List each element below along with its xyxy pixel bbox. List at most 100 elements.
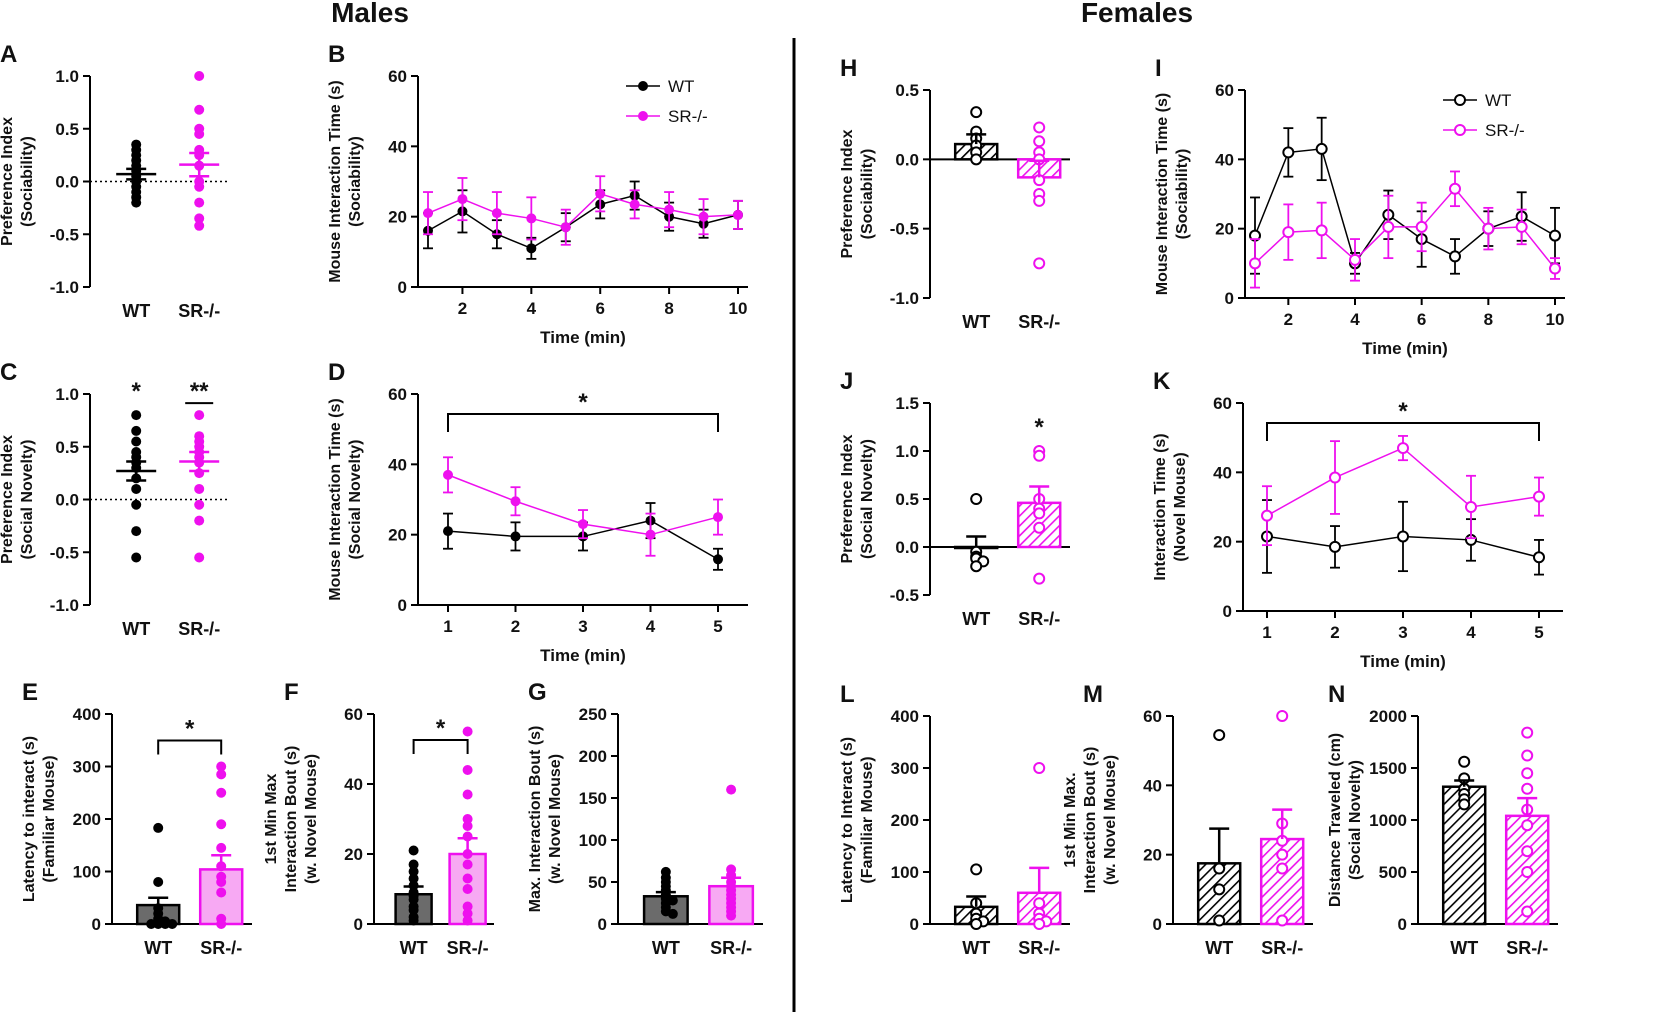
data-point [726, 784, 737, 795]
data-point [560, 222, 571, 233]
x-category-label: WT [1450, 938, 1478, 958]
data-point [1276, 710, 1289, 722]
x-category-label: SR-/- [1018, 609, 1060, 629]
significance-star: * [1398, 398, 1408, 425]
data-point [131, 197, 142, 208]
panel-k: K 60 40 20 0 Interaction Time (s) (Novel Mouse… [1152, 368, 1563, 671]
y-tick-label: 0.0 [55, 491, 79, 510]
data-point [1329, 471, 1341, 484]
data-point [510, 531, 521, 542]
data-point [1276, 848, 1289, 861]
data-point [1213, 729, 1226, 742]
x-tick-label: 3 [578, 617, 587, 636]
y-tick-label: 2000 [1369, 707, 1407, 726]
x-category-label: WT [1205, 938, 1233, 958]
y-tick-label: 0 [354, 915, 363, 934]
data-point [408, 845, 419, 856]
y-tick-label: 1000 [1369, 811, 1407, 830]
y-axis-label: Latency to Interact (s) [839, 737, 856, 903]
data-point [1349, 253, 1361, 266]
data-point [423, 208, 433, 219]
x-tick-label: 5 [713, 617, 722, 636]
data-point [1249, 257, 1261, 270]
data-point [194, 220, 205, 231]
data-point [970, 493, 983, 505]
data-point [1033, 194, 1046, 207]
y-axis-label: (Sociability) [19, 136, 36, 227]
data-point [713, 554, 723, 565]
data-point [462, 915, 473, 926]
data-point [1397, 442, 1409, 455]
x-category-label: WT [122, 619, 150, 639]
data-point [1261, 509, 1273, 522]
panel-letter: L [840, 681, 855, 708]
panel-e: E 400 300 200 100 0 Latency to interact (s) (Fa… [21, 679, 252, 958]
y-tick-label: 60 [1215, 81, 1234, 100]
y-tick-label: 150 [579, 789, 607, 808]
y-axis-label: (Social Novelty) [859, 439, 876, 559]
y-tick-label: 20 [388, 208, 407, 227]
y-tick-label: -1.0 [890, 289, 919, 308]
panel-j: J 1.5 1.0 0.5 0.0 -0.5 Preference Index (Social… [839, 368, 1070, 629]
data-point [1276, 914, 1289, 927]
data-point [194, 129, 205, 140]
y-tick-label: -0.5 [50, 543, 79, 562]
y-tick-label: 0 [1153, 915, 1162, 934]
panel-letter: C [0, 359, 17, 386]
data-point [443, 469, 453, 480]
data-point [462, 814, 473, 824]
x-axis-label: Time (min) [540, 646, 626, 665]
data-point [462, 789, 473, 800]
y-tick-label: 300 [891, 759, 919, 778]
data-point [216, 787, 227, 798]
x-tick-label: 2 [511, 617, 520, 636]
data-point [216, 761, 227, 772]
panel-g: G 250 200 150 100 50 0 Max. Interaction Bout (s… [527, 679, 763, 958]
y-axis-label: 1st Min Max [263, 774, 280, 865]
y-tick-label: 1.0 [895, 442, 919, 461]
y-tick-label: 0 [1398, 915, 1407, 934]
x-tick-label: 8 [1484, 310, 1493, 329]
x-category-label: WT [962, 938, 990, 958]
y-tick-label: 100 [579, 831, 607, 850]
panel-a: A 1.0 0.5 0.0 -0.5 -1.0 Preference Index (Socia… [0, 41, 230, 321]
data-point [194, 552, 205, 563]
x-category-label: WT [122, 301, 150, 321]
y-axis-label: Max. Interaction Bout (s) [527, 726, 544, 913]
data-point [146, 919, 157, 929]
data-point [1549, 262, 1561, 275]
data-point [153, 877, 164, 887]
x-category-label: SR-/- [200, 938, 242, 958]
data-point [1465, 501, 1477, 513]
data-point [733, 209, 743, 220]
y-tick-label: 40 [1143, 776, 1162, 795]
data-point [578, 519, 588, 530]
data-point [408, 873, 419, 884]
x-tick-label: 10 [729, 299, 748, 318]
data-point [645, 529, 656, 540]
y-axis-label: Preference Index [0, 117, 16, 246]
data-point [1397, 530, 1409, 543]
data-point [1521, 866, 1534, 878]
significance-star: * [132, 378, 142, 405]
data-point [131, 526, 142, 537]
legend-marker [1454, 124, 1466, 136]
x-tick-label: 2 [1330, 623, 1339, 642]
y-tick-label: 50 [588, 873, 607, 892]
data-point [462, 726, 473, 737]
data-point [216, 877, 227, 887]
y-tick-label: 1.0 [55, 385, 79, 404]
y-axis-label: Mouse Interaction Time (s) [327, 80, 344, 282]
panel-letter: D [328, 359, 345, 386]
data-point [970, 863, 983, 876]
x-tick-label: 4 [527, 299, 537, 318]
y-tick-label: 40 [344, 775, 363, 794]
y-tick-label: 250 [579, 705, 607, 724]
series-line-ko [1254, 187, 1556, 270]
data-point [1282, 226, 1295, 239]
legend-marker [1454, 94, 1466, 106]
x-tick-label: 1 [1262, 623, 1271, 642]
x-tick-label: 5 [1534, 623, 1543, 642]
data-point [194, 410, 205, 421]
